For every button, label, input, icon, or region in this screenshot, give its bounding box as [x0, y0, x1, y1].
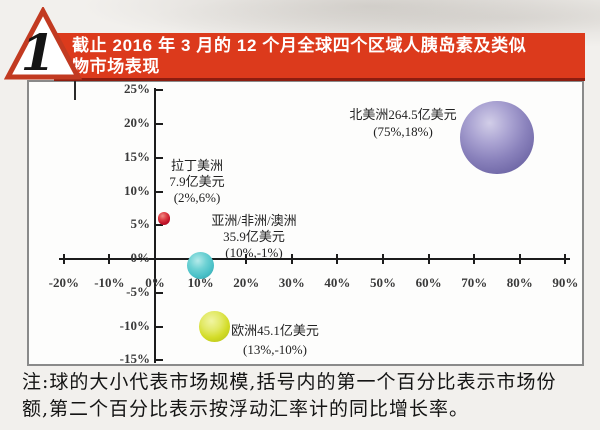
x-tick-label: 20% [233, 275, 260, 290]
bubble-label-asia-africa-oceania: 亚洲/非洲/澳洲 35.9亿美元 (10%,-1%) [211, 213, 296, 261]
header-title-line2: 物市场表现 [72, 57, 160, 76]
bubble-asia-africa-oceania [186, 252, 215, 280]
x-tick-label: 80% [506, 275, 533, 290]
y-tick-label: -5% [126, 283, 150, 299]
x-tick-label: 50% [370, 275, 396, 290]
x-tick-label: 60% [415, 275, 442, 290]
bubble-label-line: 7.9亿美元 [169, 174, 225, 189]
x-tick [473, 254, 476, 264]
header-title-line1: 截止 2016 年 3 月的 12 个月全球四个区域人胰岛素及类似 [72, 36, 527, 55]
bubble-latin-america [157, 212, 171, 225]
y-tick-label: 5% [130, 216, 151, 232]
x-tick-label: 70% [461, 275, 488, 290]
bubble-label-line: (13%,-10%) [243, 342, 307, 357]
y-tick-label: 10% [124, 182, 150, 198]
x-tick [427, 254, 430, 264]
x-tick-label: -10% [94, 275, 125, 290]
y-tick [155, 156, 163, 159]
y-tick-label: -10% [119, 317, 150, 333]
bubble-label-line: 北美洲264.5亿美元 [349, 107, 457, 122]
bubble-north-america [460, 100, 534, 175]
y-tick [155, 190, 163, 193]
y-tick-label: 20% [124, 115, 150, 130]
y-tick [155, 123, 163, 125]
x-tick-label: 0% [145, 275, 165, 290]
x-tick-label: 40% [324, 275, 351, 290]
x-tick [108, 254, 111, 264]
bubble-label-line: (10%,-1%) [225, 245, 283, 260]
chart-panel: -20% -10% 0% 10% 20% 30% 40% 50% 60% 70% 80% 90% 25%… [27, 80, 584, 366]
footnote: 注:球的大小代表市场规模,括号内的第一个百分比表示市场份 额,第二个百分比表示按… [22, 369, 592, 423]
x-tick [564, 254, 567, 264]
bubble-label-europe: 欧洲45.1亿美元 (13%,-10%) [231, 321, 319, 359]
plot-area: -20% -10% 0% 10% 20% 30% 40% 50% 60% 70% 80% 90% 25%… [29, 81, 582, 367]
y-tick-label: 25% [124, 81, 150, 97]
bubble-label-line: 拉丁美洲 [170, 158, 224, 173]
badge-number: 1 [21, 23, 56, 81]
x-axis-line [59, 258, 570, 260]
footnote-line1: 注:球的大小代表市场规模,括号内的第一个百分比表示市场份 [22, 371, 557, 393]
y-tick [155, 89, 163, 92]
x-tick [518, 254, 521, 264]
x-tick-label: -20% [48, 275, 79, 290]
bubble-label-line: 欧洲45.1亿美元 [231, 323, 319, 338]
x-tick-label: 90% [552, 275, 579, 290]
bubble-label-line: 35.9亿美元 [223, 229, 285, 244]
x-tick [382, 254, 384, 264]
x-tick [245, 254, 248, 264]
y-tick [155, 359, 163, 362]
y-tick-label: -15% [119, 351, 150, 367]
y-tick [155, 291, 163, 294]
footnote-line2: 额,第二个百分比表示按浮动汇率计的同比增长率。 [22, 398, 470, 420]
badge-triangle-shape [4, 7, 82, 80]
header-banner: 截止 2016 年 3 月的 12 个月全球四个区域人胰岛素及类似 物市场表现 [54, 33, 585, 81]
x-tick [336, 254, 339, 264]
x-tick-label: 10% [187, 275, 214, 290]
x-tick-label: 30% [278, 275, 305, 290]
badge-triangle: 1 [4, 7, 82, 81]
y-tick-label: 0% [130, 250, 151, 265]
y-tick [155, 325, 163, 328]
badge-stem-line [74, 79, 76, 100]
x-tick [62, 254, 65, 264]
y-tick-label: 15% [124, 148, 150, 164]
x-tick [290, 254, 293, 264]
y-tick [155, 224, 163, 227]
bubble-label-line: (2%,6%) [173, 190, 221, 205]
bubble-label-latin-america: 拉丁美洲 7.9亿美元 (2%,6%) [169, 158, 224, 206]
bubble-label-north-america: 北美洲264.5亿美元 (75%,18%) [349, 106, 456, 140]
bubble-europe [199, 311, 230, 342]
bubble-label-line: (75%,18%) [373, 124, 433, 139]
bubble-label-line: 亚洲/非洲/澳洲 [211, 213, 297, 228]
